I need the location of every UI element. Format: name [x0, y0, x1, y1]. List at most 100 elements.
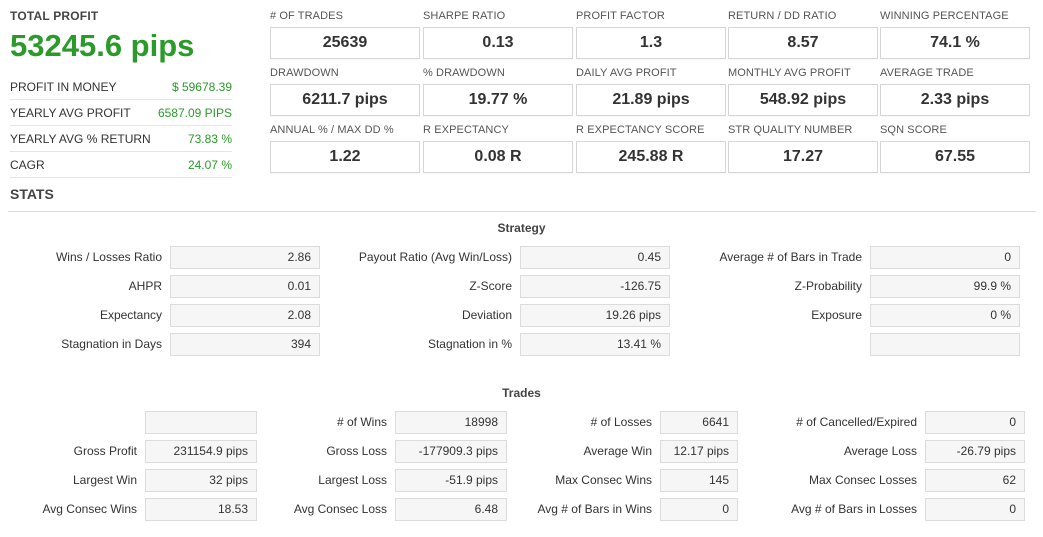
trade-value: 32 pips [145, 469, 257, 492]
stat-label: AHPR [128, 279, 162, 293]
strategy-grid: Wins / Losses Ratio 2.86 Payout Ratio (A… [10, 246, 1020, 356]
trade-label: Gross Profit [73, 444, 137, 458]
trade-value: 62 [925, 469, 1025, 492]
metric-value: 1.3 [576, 27, 726, 59]
stat-value: 394 [170, 333, 320, 356]
trade-label: Largest Loss [318, 473, 387, 487]
metric-winning-percentage: WINNING PERCENTAGE 74.1 % [880, 10, 1030, 59]
metric-label: WINNING PERCENTAGE [880, 10, 1009, 22]
stat-label: Deviation [461, 308, 512, 322]
trade-value: -51.9 pips [395, 469, 507, 492]
stats-title: STATS [10, 186, 54, 202]
metric-annual-max-dd: ANNUAL % / MAX DD % 1.22 [270, 124, 420, 173]
summary-label: CAGR [10, 157, 45, 172]
metric-label: R EXPECTANCY [423, 124, 509, 136]
metric-value: 25639 [270, 27, 420, 59]
stat-value: 19.26 pips [520, 304, 670, 327]
metric-label: PROFIT FACTOR [576, 10, 665, 22]
summary-row-cagr: CAGR 24.07 % [10, 152, 232, 178]
summary-value: 24.07 % [187, 157, 232, 172]
metric-label: STR QUALITY NUMBER [728, 124, 853, 136]
stats-divider [8, 211, 1036, 212]
metric-monthly-avg-profit: MONTHLY AVG PROFIT 548.92 pips [728, 67, 878, 116]
metric-label: SQN SCORE [880, 124, 947, 136]
trade-label [10, 411, 145, 434]
metric-return-dd-ratio: RETURN / DD RATIO 8.57 [728, 10, 878, 59]
summary-value: 6587.09 PIPS [157, 105, 232, 120]
strategy-title: Strategy [497, 221, 546, 235]
metric-profit-factor: PROFIT FACTOR 1.3 [576, 10, 726, 59]
metric-value: 0.08 R [423, 141, 573, 173]
summary-row-yearly-avg-profit: YEARLY AVG PROFIT 6587.09 PIPS [10, 100, 232, 126]
stat-value: 2.86 [170, 246, 320, 269]
metric-label: # OF TRADES [270, 10, 344, 22]
stat-value [870, 333, 1020, 356]
summary-label: YEARLY AVG PROFIT [10, 105, 131, 120]
trade-value: -26.79 pips [925, 440, 1025, 463]
stat-value: 2.08 [170, 304, 320, 327]
stat-label: Z-Score [469, 279, 512, 293]
total-profit-title: TOTAL PROFIT [10, 9, 99, 23]
stat-value: 99.9 % [870, 275, 1020, 298]
trade-value: 145 [660, 469, 738, 492]
metric-value: 21.89 pips [576, 84, 726, 116]
trade-label: Max Consec Losses [808, 473, 917, 487]
metric-label: RETURN / DD RATIO [728, 10, 837, 22]
metric-label: DAILY AVG PROFIT [576, 67, 677, 79]
stat-label: Z-Probability [794, 279, 862, 293]
metric-value: 19.77 % [423, 84, 573, 116]
stat-label: Expectancy [99, 308, 162, 322]
metric-value: 74.1 % [880, 27, 1030, 59]
stat-value: 0 [870, 246, 1020, 269]
trade-value: 12.17 pips [660, 440, 738, 463]
trade-label: Gross Loss [326, 444, 387, 458]
metric-drawdown: DRAWDOWN 6211.7 pips [270, 67, 420, 116]
summary-value: 73.83 % [187, 131, 232, 146]
metric-value: 0.13 [423, 27, 573, 59]
metric-label: % DRAWDOWN [423, 67, 505, 79]
stat-label: Exposure [811, 308, 862, 322]
trades-grid: # of Wins 18998 # of Losses 6641 # of Ca… [10, 411, 1025, 521]
metric-pct-drawdown: % DRAWDOWN 19.77 % [423, 67, 573, 116]
trade-label: Largest Win [72, 473, 137, 487]
metric-label: R EXPECTANCY SCORE [576, 124, 705, 136]
trade-label: # of Cancelled/Expired [796, 415, 917, 429]
metric-average-trade: AVERAGE TRADE 2.33 pips [880, 67, 1030, 116]
summary-row-profit-money: PROFIT IN MONEY $ 59678.39 [10, 74, 232, 100]
trade-label: Avg # of Bars in Wins [537, 502, 653, 516]
trade-label: # of Wins [336, 415, 387, 429]
trade-label: Avg Consec Wins [42, 502, 137, 516]
metric-value: 1.22 [270, 141, 420, 173]
metric-r-expectancy-score: R EXPECTANCY SCORE 245.88 R [576, 124, 726, 173]
stat-value: 13.41 % [520, 333, 670, 356]
summary-value: $ 59678.39 [171, 79, 232, 94]
metric-label: SHARPE RATIO [423, 10, 506, 22]
total-profit-panel: TOTAL PROFIT 53245.6 pips PROFIT IN MONE… [10, 9, 232, 178]
metric-label: AVERAGE TRADE [880, 67, 974, 79]
stat-value: 0.45 [520, 246, 670, 269]
metric-sharpe-ratio: SHARPE RATIO 0.13 [423, 10, 573, 59]
total-profit-value: 53245.6 pips [10, 28, 195, 63]
summary-rows: PROFIT IN MONEY $ 59678.39 YEARLY AVG PR… [10, 74, 232, 178]
metric-value: 245.88 R [576, 141, 726, 173]
stat-value: 0.01 [170, 275, 320, 298]
metric-sqn-score: SQN SCORE 67.55 [880, 124, 1030, 173]
metric-value: 8.57 [728, 27, 878, 59]
summary-label: YEARLY AVG % RETURN [10, 131, 151, 146]
stat-label: Stagnation in Days [61, 337, 162, 351]
stat-label: Average # of Bars in Trade [719, 250, 862, 264]
metric-daily-avg-profit: DAILY AVG PROFIT 21.89 pips [576, 67, 726, 116]
trade-value: 6641 [660, 411, 738, 434]
stat-label: Payout Ratio (Avg Win/Loss) [358, 250, 512, 264]
metric-num-trades: # OF TRADES 25639 [270, 10, 420, 59]
trade-value: 18998 [395, 411, 507, 434]
trade-label: Max Consec Wins [555, 473, 652, 487]
stat-label [670, 333, 870, 356]
metric-value: 17.27 [728, 141, 878, 173]
metric-value: 548.92 pips [728, 84, 878, 116]
metric-label: ANNUAL % / MAX DD % [270, 124, 394, 136]
summary-row-yearly-avg-return: YEARLY AVG % RETURN 73.83 % [10, 126, 232, 152]
trade-label: Average Loss [843, 444, 917, 458]
trade-label: # of Losses [590, 415, 652, 429]
trade-value: 6.48 [395, 498, 507, 521]
